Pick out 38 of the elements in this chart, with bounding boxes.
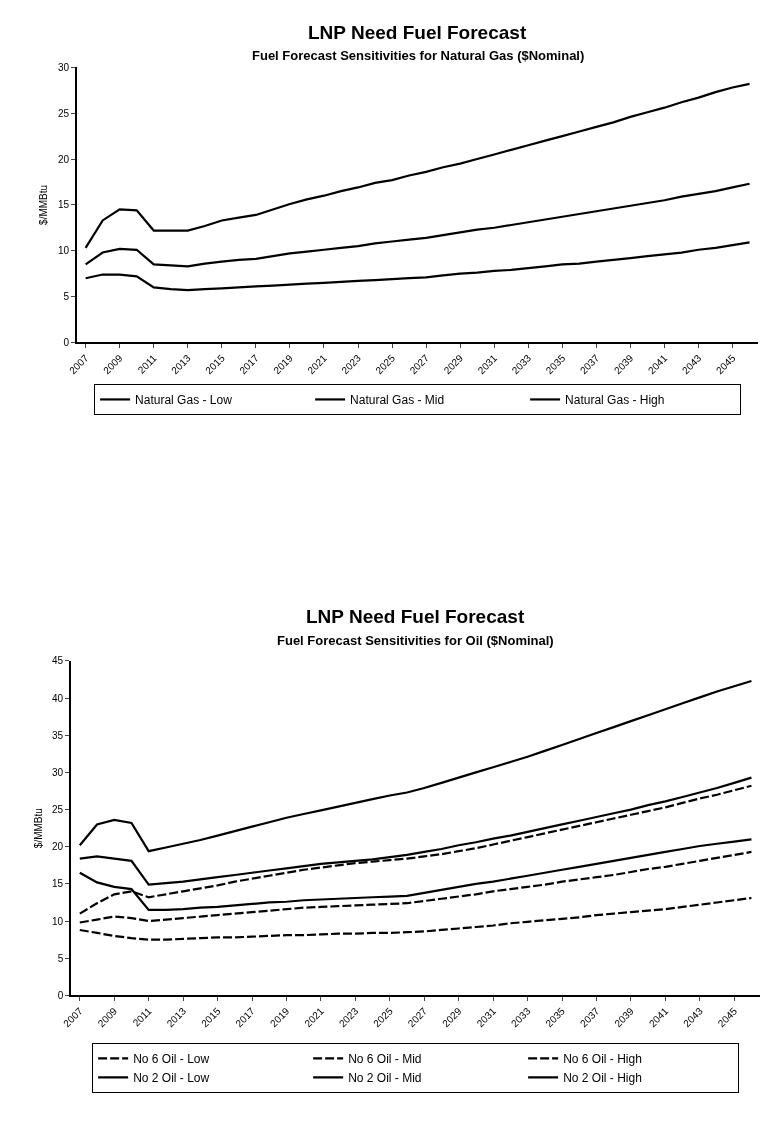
y-tick-label: 45 bbox=[52, 655, 64, 667]
y-tick-label: 30 bbox=[52, 766, 64, 778]
line-series bbox=[84, 82, 751, 250]
legend-label: Natural Gas - Low bbox=[135, 393, 233, 408]
y-tick-label: 25 bbox=[57, 107, 70, 119]
legend-label: No 6 Oil - Mid bbox=[348, 1052, 422, 1067]
y-tick-label: 20 bbox=[57, 153, 70, 165]
line-series bbox=[78, 679, 753, 853]
legend-label: Natural Gas - Mid bbox=[350, 393, 445, 408]
legend-label: No 6 Oil - Low bbox=[133, 1052, 210, 1067]
legend-label: No 2 Oil - Low bbox=[133, 1071, 210, 1086]
y-tick-label: 30 bbox=[57, 61, 70, 73]
y-tick-label: 15 bbox=[57, 199, 70, 211]
chart-subtitle: Fuel Forecast Sensitivities for Oil ($Nominal) bbox=[277, 633, 554, 648]
line-series bbox=[78, 896, 753, 941]
y-tick-label: 35 bbox=[52, 729, 64, 741]
y-tick-label: 25 bbox=[52, 804, 64, 816]
y-tick-label: 15 bbox=[52, 878, 64, 890]
y-tick-label: 10 bbox=[57, 245, 70, 257]
y-tick-label: 0 bbox=[63, 336, 70, 348]
y-axis-title: $/MMBtu bbox=[38, 184, 50, 225]
y-tick-label: 5 bbox=[63, 291, 70, 303]
line-series bbox=[84, 182, 751, 268]
legend-label: No 2 Oil - Mid bbox=[348, 1071, 422, 1086]
chart-title: LNP Need Fuel Forecast bbox=[308, 22, 527, 43]
line-series bbox=[84, 241, 751, 292]
y-tick-label: 40 bbox=[52, 692, 64, 704]
chart-title: LNP Need Fuel Forecast bbox=[306, 606, 525, 627]
chart-subtitle: Fuel Forecast Sensitivities for Natural Gas ($Nominal) bbox=[252, 48, 585, 63]
y-tick-label: 20 bbox=[52, 841, 64, 853]
y-tick-label: 5 bbox=[57, 952, 64, 964]
legend-label: No 2 Oil - High bbox=[563, 1071, 642, 1086]
line-series bbox=[78, 850, 753, 924]
y-tick-label: 0 bbox=[57, 989, 64, 1001]
legend-label: No 6 Oil - High bbox=[563, 1052, 642, 1067]
legend-label: Natural Gas - High bbox=[565, 393, 665, 408]
y-axis-title: $/MMBtu bbox=[32, 808, 44, 849]
y-tick-label: 10 bbox=[52, 915, 64, 927]
